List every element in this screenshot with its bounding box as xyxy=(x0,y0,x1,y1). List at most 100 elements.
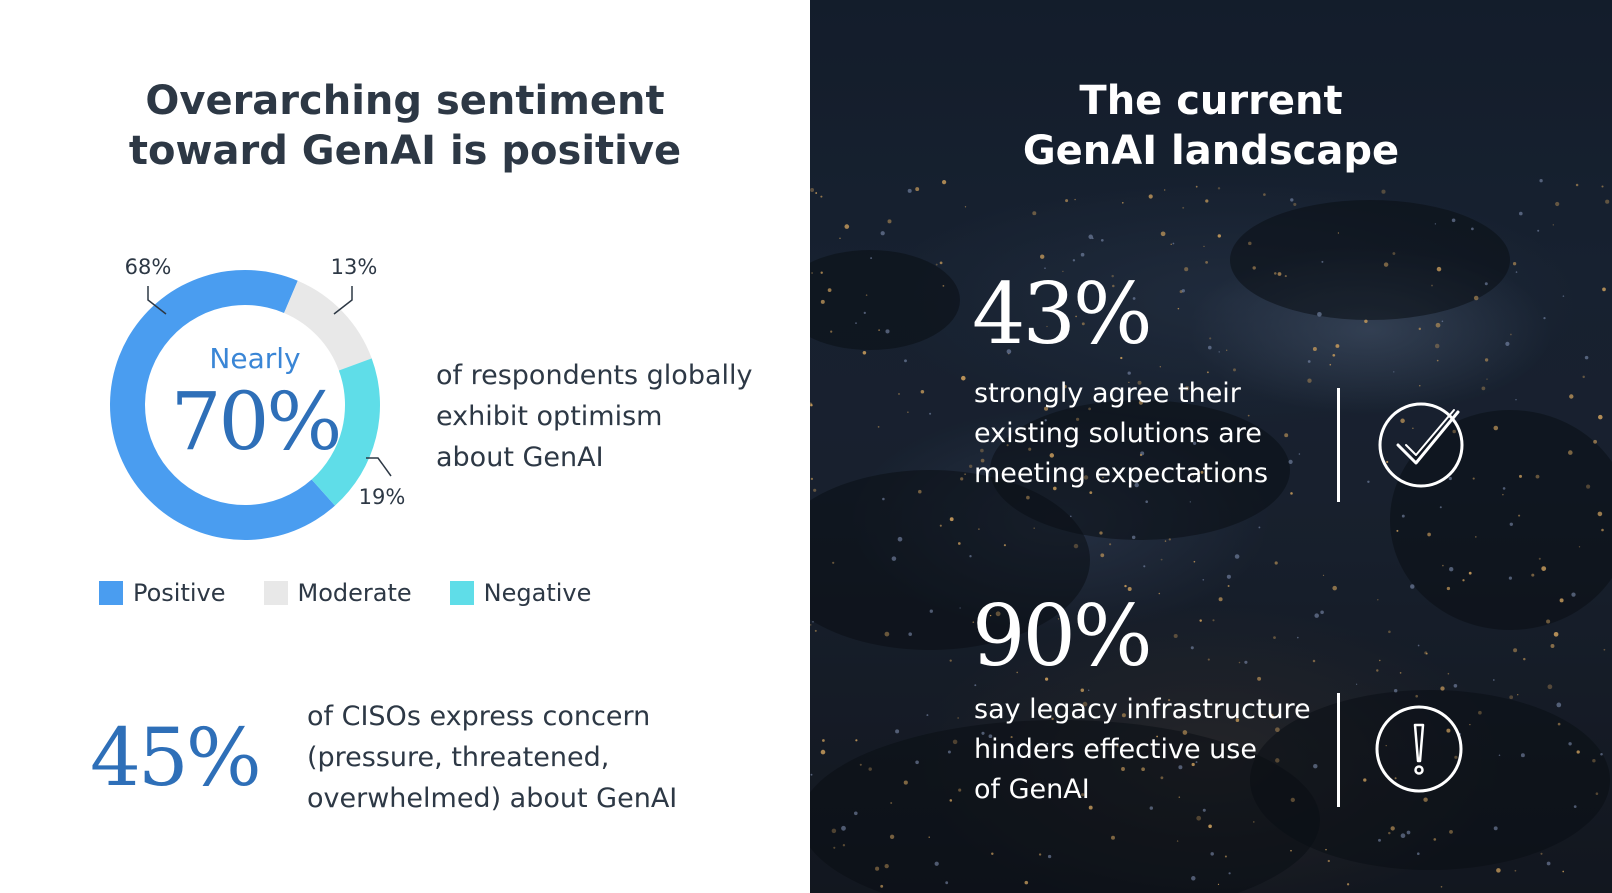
city-light-dot xyxy=(1069,515,1072,518)
city-light-dot xyxy=(969,464,973,468)
city-light-dot xyxy=(1192,441,1197,445)
city-light-dot xyxy=(1493,425,1499,431)
city-light-dot xyxy=(1075,315,1077,318)
city-light-dot xyxy=(1484,358,1489,362)
city-light-dot xyxy=(1419,385,1421,387)
city-light-dot xyxy=(1514,869,1517,872)
city-light-dot xyxy=(1138,400,1143,405)
city-light-dot xyxy=(974,684,977,687)
legend-label-moderate: Moderate xyxy=(297,579,412,607)
right-title: The current GenAI landscape xyxy=(810,76,1612,176)
city-light-dot xyxy=(1234,554,1240,559)
stat1-value: 43% xyxy=(972,265,1153,363)
city-light-dot xyxy=(1390,826,1395,831)
city-light-dot xyxy=(1181,289,1185,293)
city-light-dot xyxy=(1006,349,1012,354)
city-light-dot xyxy=(1492,679,1495,681)
city-light-dot xyxy=(1207,345,1212,350)
city-light-dot xyxy=(1057,618,1060,620)
city-light-dot xyxy=(1038,853,1042,856)
leader-line-positive xyxy=(147,286,167,315)
city-light-dot xyxy=(1238,661,1241,664)
city-light-dot xyxy=(833,846,836,849)
city-light-dot xyxy=(1376,669,1379,672)
city-light-dot xyxy=(1258,526,1261,529)
city-light-dot xyxy=(1312,659,1316,663)
city-light-dot xyxy=(1032,211,1037,216)
city-light-dot xyxy=(1143,565,1146,568)
city-light-dot xyxy=(981,731,985,735)
city-light-dot xyxy=(1378,838,1381,842)
stat1-text: strongly agree their existing solutions … xyxy=(974,374,1314,494)
city-light-dot xyxy=(998,708,1001,711)
city-light-dot xyxy=(1523,657,1526,661)
city-light-dot xyxy=(1486,378,1488,380)
city-light-dot xyxy=(1290,797,1295,803)
city-light-dot xyxy=(1399,672,1402,674)
city-light-dot xyxy=(1396,529,1399,532)
city-light-dot xyxy=(1089,491,1093,495)
city-light-dot xyxy=(978,528,980,530)
city-light-dot xyxy=(1063,384,1067,389)
city-light-dot xyxy=(1109,543,1112,546)
optimism-line: exhibit optimism xyxy=(436,401,663,432)
city-light-dot xyxy=(1307,378,1312,383)
city-light-dot xyxy=(1468,571,1472,575)
city-light-dot xyxy=(811,272,813,274)
legend-label-positive: Positive xyxy=(133,579,226,607)
city-light-dot xyxy=(1379,659,1381,662)
city-light-dot xyxy=(1088,805,1093,810)
city-light-dot xyxy=(1178,765,1183,770)
checkmark-circle-icon xyxy=(1378,402,1464,488)
city-light-dot xyxy=(1452,429,1456,434)
optimism-line: of respondents globally xyxy=(436,360,753,391)
city-light-dot xyxy=(929,609,933,613)
city-light-dot xyxy=(1584,355,1589,360)
city-light-dot xyxy=(1426,652,1428,655)
optimism-text: of respondents globally exhibit optimism… xyxy=(436,355,776,478)
legend-label-negative: Negative xyxy=(483,579,592,607)
city-light-dot xyxy=(1543,317,1546,320)
city-light-dot xyxy=(884,631,890,637)
city-light-dot xyxy=(920,390,925,394)
city-light-dot xyxy=(895,729,900,734)
city-light-dot xyxy=(1447,672,1450,675)
city-light-dot xyxy=(1049,453,1055,458)
city-light-dot xyxy=(1290,198,1294,202)
city-light-dot xyxy=(862,351,867,355)
city-light-dot xyxy=(1074,198,1076,201)
city-light-dot xyxy=(842,844,846,847)
city-light-dot xyxy=(1517,694,1519,696)
city-light-dot xyxy=(907,188,912,193)
city-light-dot xyxy=(1367,480,1370,484)
city-light-dot xyxy=(972,621,975,624)
city-light-dot xyxy=(1024,880,1029,885)
city-light-dot xyxy=(969,555,972,558)
city-light-dot xyxy=(1547,684,1553,690)
city-light-dot xyxy=(1454,755,1458,759)
city-light-dot xyxy=(1562,295,1565,297)
city-light-dot xyxy=(1377,599,1379,601)
city-light-dot xyxy=(1593,439,1597,444)
city-light-dot xyxy=(1273,636,1276,639)
city-light-dot xyxy=(1269,713,1274,719)
city-light-dot xyxy=(1317,311,1322,317)
landmass-shape xyxy=(810,250,960,350)
city-light-dot xyxy=(1284,275,1287,278)
city-light-dot xyxy=(844,224,850,229)
city-light-dot xyxy=(1137,380,1142,385)
city-light-dot xyxy=(1065,199,1069,203)
city-light-dot xyxy=(1441,320,1444,323)
city-light-dot xyxy=(903,780,908,785)
city-light-dot xyxy=(1473,295,1479,301)
city-light-dot xyxy=(1448,476,1452,481)
city-light-dot xyxy=(1557,722,1561,726)
donut-center-value: 70% xyxy=(170,375,343,468)
city-light-dot xyxy=(830,330,833,333)
city-light-dot xyxy=(1210,852,1214,856)
city-light-dot xyxy=(1274,561,1278,565)
city-light-dot xyxy=(820,299,825,304)
city-light-dot xyxy=(1120,356,1123,360)
city-light-dot xyxy=(1531,573,1535,577)
stat2-text: say legacy infrastructure hinders effect… xyxy=(974,690,1334,810)
